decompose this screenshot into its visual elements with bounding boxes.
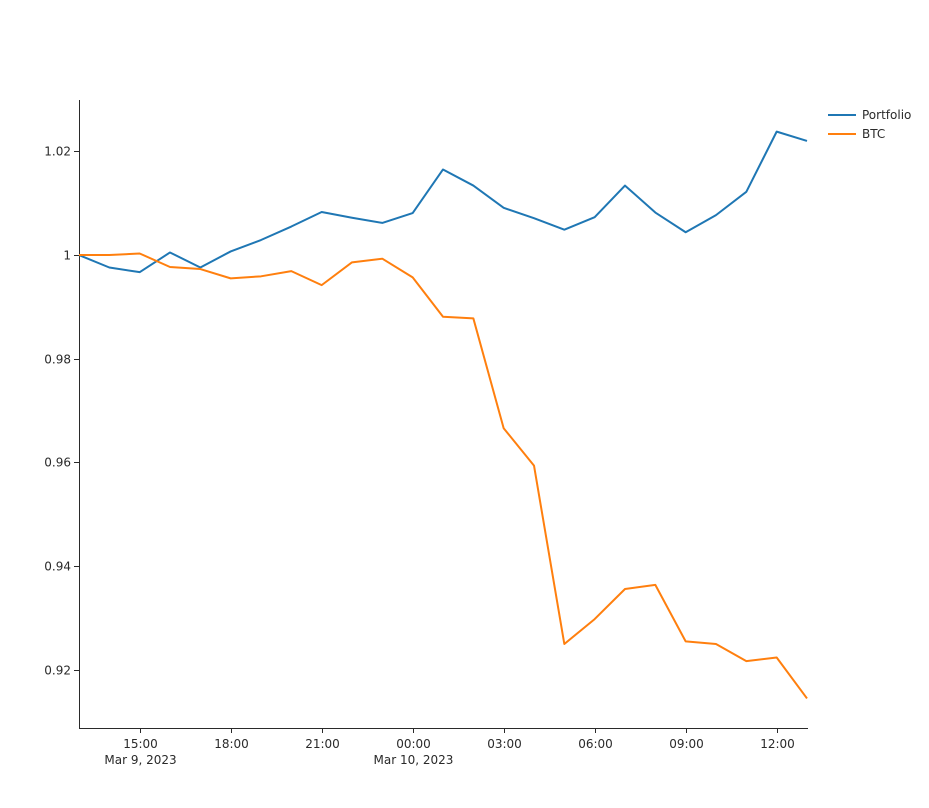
x-tick-date-label: Mar 9, 2023 [104, 753, 176, 767]
x-tick: 18:00 [214, 728, 249, 751]
x-tick: 06:00 [578, 728, 613, 751]
y-tick: 0.92 [44, 664, 79, 678]
y-tick: 0.94 [44, 560, 79, 574]
series-line-portfolio[interactable] [78, 130, 808, 274]
x-axis-ticks: 15:00 Mar 9, 2023 18:00 21:00 00:00 Mar 10, 2… [104, 728, 795, 767]
x-tick-label: 09:00 [669, 737, 704, 751]
x-tick: 15:00 Mar 9, 2023 [104, 728, 177, 767]
plot-area: 0.92 0.94 0.96 0.98 1 1.02 15:00 Mar 9, 2023 18… [44, 100, 808, 767]
x-tick-label: 00:00 [396, 737, 431, 751]
series-lines [78, 130, 808, 700]
x-tick: 09:00 [669, 728, 704, 751]
legend[interactable]: Portfolio BTC [828, 108, 911, 141]
x-tick-date-label: Mar 10, 2023 [374, 753, 454, 767]
y-tick-label: 0.96 [44, 456, 71, 470]
y-tick: 0.98 [44, 353, 79, 367]
x-tick-label: 06:00 [578, 737, 613, 751]
y-axis-ticks: 0.92 0.94 0.96 0.98 1 1.02 [44, 145, 79, 678]
x-tick-label: 12:00 [760, 737, 795, 751]
y-tick: 0.96 [44, 456, 79, 470]
x-tick: 00:00 Mar 10, 2023 [374, 728, 454, 767]
x-tick: 21:00 [305, 728, 340, 751]
x-tick-label: 21:00 [305, 737, 340, 751]
y-tick-label: 0.92 [44, 664, 71, 678]
legend-label: Portfolio [862, 108, 911, 122]
y-tick: 1 [63, 249, 79, 263]
x-tick-label: 18:00 [214, 737, 249, 751]
x-tick-label: 15:00 [123, 737, 158, 751]
legend-label: BTC [862, 127, 885, 141]
y-tick-label: 1 [63, 249, 71, 263]
y-tick: 1.02 [44, 145, 79, 159]
y-tick-label: 1.02 [44, 145, 71, 159]
x-tick: 03:00 [487, 728, 522, 751]
legend-item-portfolio[interactable]: Portfolio [828, 108, 911, 122]
y-tick-label: 0.98 [44, 353, 71, 367]
x-tick-label: 03:00 [487, 737, 522, 751]
series-line-btc[interactable] [79, 252, 808, 700]
legend-item-btc[interactable]: BTC [828, 127, 885, 141]
y-tick-label: 0.94 [44, 560, 71, 574]
x-tick: 12:00 [760, 728, 795, 751]
